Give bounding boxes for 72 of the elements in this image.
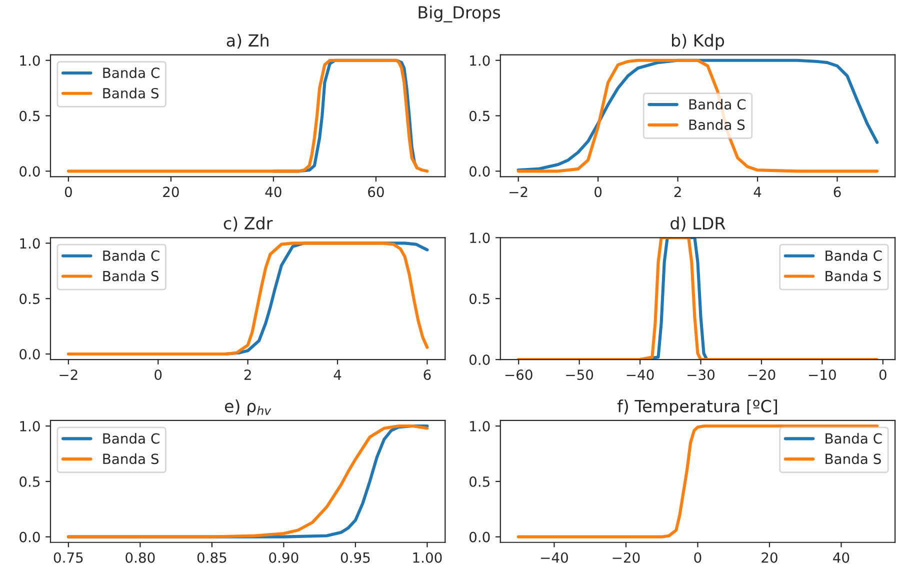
chart-title: Big_Drops (418, 6, 500, 22)
x-tick-label: 2 (244, 370, 251, 380)
x-tick-label: 0 (694, 552, 702, 563)
x-tick-label: −20 (748, 370, 776, 380)
x-tick-label: 40 (833, 552, 850, 563)
x-tick-label: 6 (424, 370, 431, 380)
x-tick-label: −40 (541, 552, 568, 563)
x-tick-label: 60 (368, 186, 384, 198)
legend-label: Banda C (103, 67, 160, 78)
chart-title: d) LDR (670, 216, 726, 232)
chart-title: f) Temperatura [ºC] (617, 399, 777, 416)
x-tick-label: −10 (809, 370, 836, 380)
legend-label: Banda C (689, 98, 746, 110)
legend-label: Banda S (103, 88, 159, 98)
legend-label: Banda S (826, 453, 881, 464)
x-tick-label: −2 (510, 186, 528, 197)
y-tick-label: 1.0 (470, 232, 490, 244)
x-tick-label: −50 (566, 370, 594, 380)
y-tick-label: 1.0 (20, 238, 40, 249)
x-tick-label: −60 (505, 370, 532, 380)
y-tick-label: 0.5 (470, 476, 490, 487)
chart-title: b) Kdp (672, 34, 724, 50)
legend-label: Banda S (826, 270, 881, 282)
x-tick-label: 0.85 (197, 552, 226, 563)
x-tick-label: 0 (154, 370, 162, 380)
y-tick-label: 0.5 (20, 110, 40, 122)
y-tick-label: 0.5 (20, 476, 40, 487)
x-tick-label: 0.80 (126, 552, 155, 563)
x-tick-label: 0.95 (340, 552, 370, 563)
legend-label: Banda C (103, 432, 160, 444)
x-tick-label: 40 (265, 186, 282, 198)
y-tick-label: 1.0 (20, 55, 40, 66)
legend-label: Banda C (826, 432, 882, 444)
x-tick-label: 1.00 (413, 552, 442, 563)
x-tick-label: 0.75 (54, 552, 83, 563)
x-tick-label: 4 (754, 186, 762, 197)
y-tick-label: 0.5 (20, 294, 40, 304)
x-tick-label: −30 (688, 370, 714, 380)
x-tick-label: 0.90 (269, 552, 298, 563)
line-series (66, 242, 429, 356)
y-tick-label: 1.0 (470, 55, 490, 66)
x-tick-label: −2 (60, 370, 78, 380)
chart-subtitle: a) Zh (226, 34, 268, 49)
y-tick-label: 0.0 (20, 532, 40, 542)
y-tick-label: 0.5 (470, 294, 490, 304)
legend-label: Banda S (103, 270, 159, 282)
y-tick-label: 0.0 (470, 354, 490, 366)
line-series (66, 424, 429, 538)
legend-label: Banda S (103, 453, 159, 464)
chart-title: e) ρ$_{hv}$ (224, 399, 272, 416)
line-series (66, 58, 429, 173)
legend-label: Banda S (689, 119, 745, 130)
x-tick-label: 0 (879, 370, 886, 380)
y-tick-label: 0.5 (470, 110, 490, 122)
x-tick-label: −20 (612, 552, 640, 563)
x-tick-label: 0 (594, 186, 602, 198)
y-tick-label: 1.0 (470, 421, 490, 432)
legend-label: Banda C (103, 250, 160, 261)
x-tick-label: 4 (334, 370, 342, 380)
y-tick-label: 0.0 (470, 532, 490, 542)
x-tick-label: −40 (626, 370, 654, 380)
x-tick-label: 2 (674, 186, 681, 197)
y-tick-label: 0.0 (20, 166, 40, 177)
y-tick-label: 1.0 (20, 421, 40, 432)
x-tick-label: 0 (64, 186, 72, 198)
legend-label: Banda C (826, 250, 882, 261)
y-tick-label: 0.0 (470, 166, 490, 177)
x-tick-label: 6 (834, 186, 841, 198)
x-tick-label: 20 (163, 186, 179, 198)
x-tick-label: 20 (762, 552, 778, 563)
y-tick-label: 0.0 (20, 348, 40, 360)
chart-title: c) Zdr (224, 216, 273, 232)
